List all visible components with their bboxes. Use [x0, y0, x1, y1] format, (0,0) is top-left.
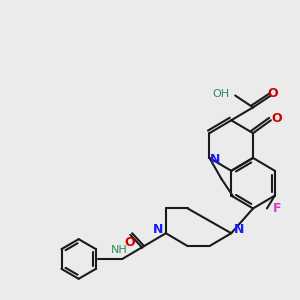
- Text: F: F: [273, 202, 281, 215]
- Text: O: O: [272, 112, 282, 125]
- Text: NH: NH: [111, 245, 128, 255]
- Text: O: O: [125, 236, 136, 249]
- Text: OH: OH: [213, 88, 230, 98]
- Text: O: O: [268, 87, 278, 100]
- Text: N: N: [234, 223, 244, 236]
- Text: N: N: [153, 223, 163, 236]
- Text: N: N: [210, 153, 220, 167]
